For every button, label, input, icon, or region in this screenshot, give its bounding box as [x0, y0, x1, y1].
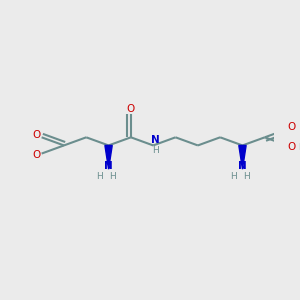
Text: N: N [104, 160, 113, 170]
Text: O: O [32, 150, 40, 161]
Text: H: H [243, 172, 250, 181]
Text: H: H [298, 143, 300, 152]
Text: O: O [127, 104, 135, 114]
Text: H: H [152, 146, 158, 155]
Polygon shape [105, 146, 112, 169]
Text: O: O [32, 130, 40, 140]
Text: H: H [109, 172, 116, 181]
Text: O: O [288, 122, 296, 132]
Text: N: N [238, 160, 247, 170]
Text: H: H [230, 172, 237, 181]
Text: H: H [96, 172, 103, 181]
Polygon shape [239, 146, 246, 169]
Text: N: N [151, 135, 159, 145]
Text: O: O [288, 142, 296, 152]
